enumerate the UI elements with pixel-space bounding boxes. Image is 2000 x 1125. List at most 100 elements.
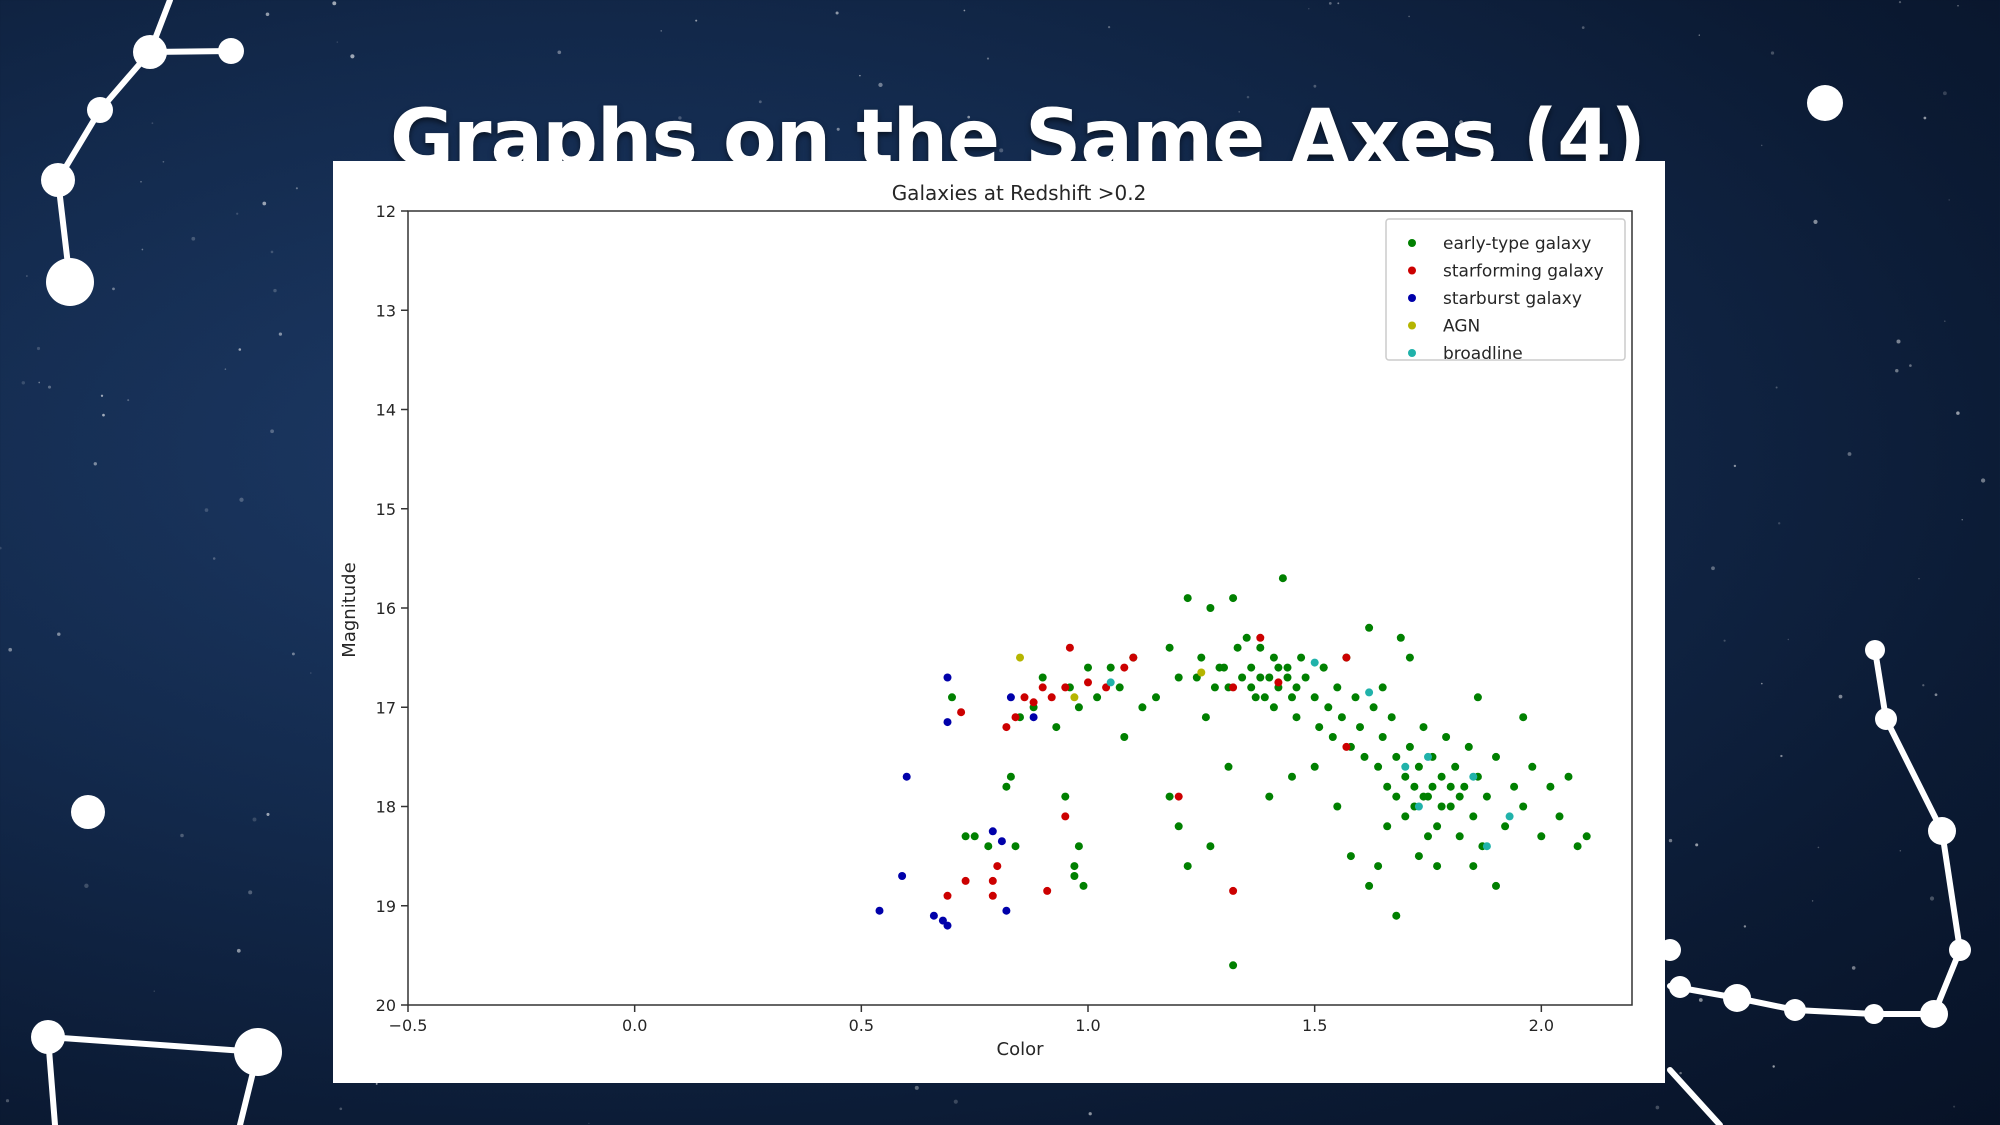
star xyxy=(1780,754,1783,758)
star xyxy=(1980,478,1986,483)
star xyxy=(1948,199,1950,201)
data-point xyxy=(1002,723,1011,732)
data-point xyxy=(1084,663,1092,672)
star xyxy=(1698,998,1703,1002)
legend-marker xyxy=(1408,321,1416,330)
star xyxy=(191,236,196,241)
star xyxy=(93,462,97,466)
star xyxy=(1918,578,1920,580)
star xyxy=(180,833,184,838)
star xyxy=(588,1122,590,1125)
data-point xyxy=(1492,752,1500,761)
star xyxy=(1961,519,1963,521)
data-point xyxy=(1002,906,1011,915)
star xyxy=(1581,26,1585,29)
star xyxy=(1679,1071,1682,1075)
star xyxy=(1743,925,1747,928)
data-point xyxy=(902,772,911,781)
legend-marker xyxy=(1408,239,1416,247)
star xyxy=(1711,566,1715,571)
data-point xyxy=(1038,683,1047,692)
data-point xyxy=(1197,653,1206,662)
x-tick-label: 2.0 xyxy=(1529,1016,1554,1035)
data-point xyxy=(961,876,970,885)
star xyxy=(1817,846,1820,849)
data-point xyxy=(1383,822,1392,831)
data-point xyxy=(1365,688,1374,697)
star xyxy=(26,275,28,277)
data-point xyxy=(1006,693,1015,702)
data-point xyxy=(1269,703,1278,712)
data-point xyxy=(1346,852,1355,861)
legend-entry: broadline xyxy=(1443,344,1523,364)
data-point xyxy=(1070,862,1079,871)
star xyxy=(557,50,562,55)
data-point xyxy=(1061,683,1070,692)
star xyxy=(963,9,966,12)
star xyxy=(1847,452,1852,456)
data-point xyxy=(1356,723,1364,732)
star xyxy=(695,19,698,22)
scatter-chart: Galaxies at Redshift >0.2 −0.5 0.0 0.5 1.0 1… xyxy=(339,181,1633,1060)
star xyxy=(1775,386,1778,389)
star xyxy=(1695,843,1699,847)
star xyxy=(678,116,682,120)
data-point xyxy=(1197,668,1206,677)
star xyxy=(1899,849,1902,852)
data-point xyxy=(1242,633,1251,642)
data-point xyxy=(1247,663,1256,672)
star xyxy=(1668,838,1673,843)
data-point xyxy=(1374,762,1383,771)
data-point xyxy=(1288,693,1296,702)
data-point xyxy=(1442,733,1451,741)
data-point xyxy=(1582,832,1591,841)
data-point xyxy=(1274,678,1283,687)
y-axis: 12 13 14 15 16 17 18 19 20 xyxy=(376,202,408,1015)
data-point xyxy=(1378,733,1387,741)
star xyxy=(986,57,990,60)
star xyxy=(1337,2,1340,5)
data-point xyxy=(1251,693,1260,702)
y-axis-label: Magnitude xyxy=(339,562,360,657)
star xyxy=(1328,2,1332,5)
x-tick-label: 0.5 xyxy=(849,1016,874,1035)
star xyxy=(262,201,267,206)
data-point xyxy=(984,842,993,851)
x-axis-label: Color xyxy=(997,1039,1045,1060)
data-point xyxy=(1469,812,1478,821)
star xyxy=(1934,693,1938,697)
data-point xyxy=(1065,643,1074,652)
data-point xyxy=(1333,802,1342,811)
data-point xyxy=(1229,594,1238,603)
data-point xyxy=(1093,693,1102,702)
data-point xyxy=(1374,862,1383,871)
data-point xyxy=(1206,604,1215,612)
legend-entry: early-type galaxy xyxy=(1443,234,1591,254)
legend-entry: starburst galaxy xyxy=(1443,289,1582,309)
legend-entry: starforming galaxy xyxy=(1443,262,1604,282)
star xyxy=(1313,84,1317,88)
data-point xyxy=(1414,852,1423,861)
data-point xyxy=(1360,752,1369,761)
star xyxy=(878,82,883,88)
star xyxy=(1778,522,1781,525)
star xyxy=(5,1099,10,1103)
data-point xyxy=(1129,653,1138,662)
data-point xyxy=(1174,822,1183,831)
star xyxy=(1246,95,1250,99)
data-point xyxy=(1074,842,1083,851)
y-tick-label: 12 xyxy=(376,202,396,221)
star xyxy=(248,890,253,895)
star xyxy=(914,1085,919,1090)
data-point xyxy=(1424,832,1432,841)
star xyxy=(140,180,142,183)
star xyxy=(836,127,840,131)
chart-title: Galaxies at Redshift >0.2 xyxy=(892,181,1147,205)
star xyxy=(84,883,89,888)
star xyxy=(1922,684,1925,687)
data-point xyxy=(1573,842,1582,851)
legend-marker xyxy=(1408,349,1416,357)
star xyxy=(236,948,241,953)
data-point xyxy=(1256,633,1265,642)
